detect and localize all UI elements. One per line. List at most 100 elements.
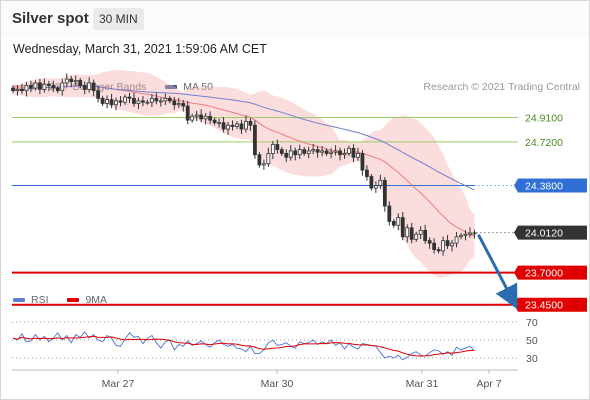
price-level-label: 23.4500 (525, 300, 563, 312)
timeframe-badge[interactable]: 30 MIN (93, 8, 144, 30)
candle-body (382, 179, 387, 207)
candle-body (454, 236, 459, 244)
ma50-swatch-icon (165, 85, 178, 90)
candle-body (436, 249, 441, 252)
candle-body (427, 240, 432, 244)
candle-body (15, 88, 20, 92)
candle-body (190, 115, 195, 121)
candle-body (391, 220, 396, 226)
legend-item-ma50: MA 50 (165, 81, 213, 93)
candle-body (20, 88, 24, 92)
legend-item-rsi-ma: 9MA (67, 294, 107, 306)
candle-body (463, 233, 468, 236)
bollinger-band (13, 69, 475, 278)
candle-body (405, 227, 410, 238)
candle-body (315, 149, 320, 153)
x-tick-label: Mar 31 (406, 378, 439, 390)
candle-body (208, 115, 213, 121)
chart-title: Silver spot (12, 10, 89, 27)
candle-body (176, 103, 181, 106)
rsi-swatch-icon (13, 298, 25, 303)
price-level-layer: 24.9100 24.7200 24.3800 24.0120 23.7000 23.45… (12, 113, 587, 312)
bollinger-swatch-icon (13, 85, 25, 90)
timestamp: Wednesday, March 31, 2021 1:59:06 AM CET (13, 42, 267, 56)
candle-body (279, 149, 284, 154)
candle-body (100, 97, 105, 104)
candle-body (51, 85, 56, 89)
rsi-ma-swatch-icon (67, 298, 80, 303)
candle-body (87, 82, 92, 90)
candle-body (167, 97, 172, 102)
candle-body (109, 99, 114, 106)
x-axis: Mar 27 Mar 30 Mar 31 Apr 7 (12, 369, 518, 390)
candle-body (414, 233, 419, 240)
candle-body (360, 153, 365, 171)
candle-body (432, 242, 437, 251)
candle-body (194, 114, 199, 117)
candle-body (217, 122, 221, 125)
candle-body (132, 97, 136, 104)
legend-item-rsi: RSI (13, 294, 49, 306)
candle-body (356, 153, 360, 158)
candle-body (400, 217, 405, 238)
price-level-tag (514, 265, 587, 280)
candle-body (396, 217, 401, 226)
candle-body (373, 185, 378, 189)
x-tick-label: Apr 7 (476, 378, 501, 390)
legend-rsi-ma-label: 9MA (85, 294, 108, 306)
candle-body (149, 97, 154, 103)
candle-body (239, 123, 244, 130)
candle-body (365, 169, 369, 177)
candle-layer (11, 73, 477, 256)
candle-body (226, 124, 230, 130)
candle-body (114, 100, 118, 106)
candle-body (55, 87, 60, 92)
candle-body (185, 105, 190, 121)
candle-body (297, 149, 302, 156)
candle-body (118, 100, 123, 103)
price-level-label: 24.0120 (525, 228, 563, 240)
candle-body (387, 205, 392, 222)
candle-body (261, 163, 266, 166)
candle-body (123, 96, 127, 103)
candle-body (141, 100, 145, 103)
candle-body (11, 87, 15, 92)
candle-body (409, 227, 414, 240)
candle-body (342, 153, 347, 156)
bollinger-band-layer (13, 69, 475, 278)
candle-body (333, 150, 338, 153)
candle-body (320, 150, 325, 153)
candle-body (33, 82, 38, 89)
rsi-panel: 70 50 30 (12, 317, 538, 365)
candle-body (203, 115, 208, 120)
candle-body (418, 229, 423, 235)
price-level-label: 24.7200 (525, 137, 563, 149)
candle-body (199, 114, 204, 120)
candle-body (311, 149, 316, 152)
candle-body (248, 121, 253, 126)
candle-body (82, 85, 87, 90)
candle-body (257, 154, 262, 166)
candle-body (181, 103, 186, 107)
forecast-arrow (477, 233, 518, 310)
candle-body (468, 232, 472, 235)
candle-body (60, 82, 65, 92)
candle-body (275, 144, 280, 151)
rsi-ma-line (12, 335, 475, 357)
candle-body (302, 149, 307, 154)
candle-body (73, 79, 78, 83)
candle-body (158, 100, 163, 103)
candle-body (154, 97, 159, 102)
candle-body (293, 150, 298, 156)
legend-ma50-label: MA 50 (183, 81, 213, 93)
candle-body (306, 150, 311, 154)
candle-body (136, 100, 141, 104)
rsi-legend: RSI 9MA (13, 294, 123, 306)
candle-body (37, 82, 42, 90)
candle-body (78, 79, 83, 86)
price-level-tag (514, 178, 587, 193)
candle-body (46, 83, 51, 86)
candle-body (338, 150, 342, 156)
rsi-level-label: 30 (526, 353, 538, 365)
candle-body (423, 229, 428, 242)
